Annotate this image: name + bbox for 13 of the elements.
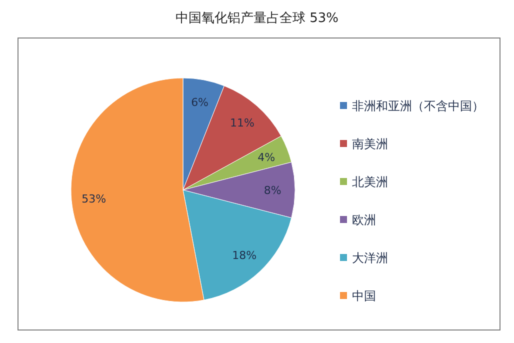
data-label: 18% bbox=[232, 249, 257, 262]
data-label: 8% bbox=[264, 184, 282, 197]
data-label: 4% bbox=[258, 150, 276, 164]
legend-label: 非洲和亚洲（不含中国） bbox=[352, 99, 484, 114]
legend-label: 北美洲 bbox=[352, 175, 388, 190]
data-label: 11% bbox=[230, 116, 254, 130]
legend-label: 南美洲 bbox=[352, 137, 388, 152]
chart-title: 中国氧化铝产量占全球 53% bbox=[175, 11, 339, 26]
legend-label: 大洋洲 bbox=[352, 251, 388, 266]
legend-label: 中国 bbox=[352, 289, 376, 304]
legend-label: 欧洲 bbox=[352, 213, 376, 228]
data-label: 53% bbox=[82, 192, 106, 206]
data-label: 6% bbox=[191, 96, 209, 109]
